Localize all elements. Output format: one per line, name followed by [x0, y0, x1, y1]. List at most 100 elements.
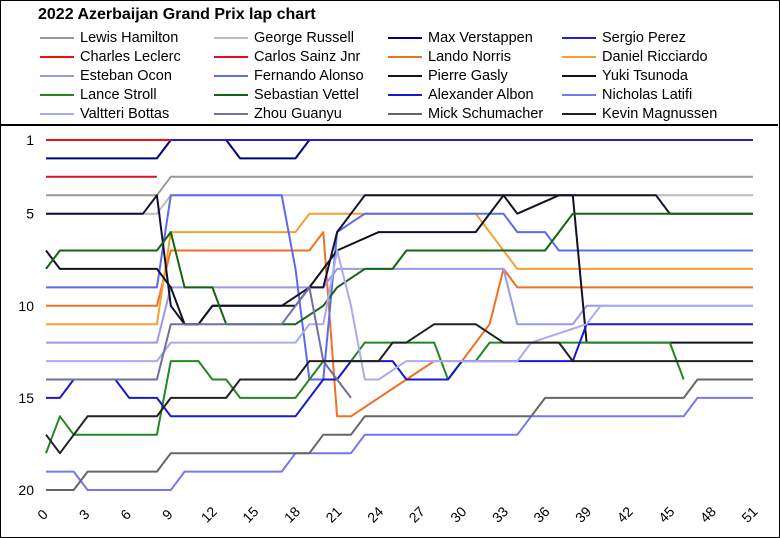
legend-item: Yuki Tsunoda	[562, 66, 688, 85]
legend-swatch	[214, 93, 248, 96]
legend-item: Esteban Ocon	[40, 66, 172, 85]
legend-label: Alexander Albon	[428, 86, 534, 103]
legend-item: Lando Norris	[388, 47, 511, 66]
legend-label: Nicholas Latifi	[602, 86, 693, 103]
series-line	[45, 323, 753, 455]
x-tick-label: 27	[406, 503, 428, 525]
legend-swatch	[388, 55, 422, 58]
x-tick-label: 12	[198, 503, 220, 525]
legend-swatch	[388, 93, 422, 96]
legend-label: Lando Norris	[428, 48, 512, 65]
legend-label: Max Verstappen	[428, 29, 533, 46]
legend-swatch	[214, 74, 248, 77]
legend-item: Pierre Gasly	[388, 66, 508, 85]
y-tick-label: 1	[26, 132, 34, 148]
x-tick-label: 48	[697, 503, 719, 525]
legend-item: Daniel Ricciardo	[562, 47, 708, 66]
legend-swatch	[388, 36, 422, 39]
series-line	[46, 267, 753, 344]
legend-label: Lewis Hamilton	[80, 29, 179, 46]
series-line	[46, 286, 352, 399]
legend-swatch	[40, 93, 74, 96]
legend-label: Yuki Tsunoda	[602, 67, 688, 84]
legend-swatch	[40, 74, 74, 77]
x-tick-label: 33	[489, 503, 511, 525]
x-tick-label: 24	[364, 503, 386, 525]
series-line	[46, 212, 753, 326]
series-line	[46, 396, 753, 491]
legend-item: Mick Schumacher	[388, 104, 543, 123]
series-line	[45, 194, 753, 344]
legend-label: Esteban Ocon	[80, 67, 172, 84]
legend-label: Sergio Perez	[602, 29, 686, 46]
legend-swatch	[562, 36, 596, 39]
legend-label: Lance Stroll	[80, 86, 157, 103]
legend-label: Pierre Gasly	[428, 67, 508, 84]
series-line	[45, 212, 753, 326]
legend-label: Carlos Sainz Jnr	[254, 48, 361, 65]
x-tick-label: 9	[159, 506, 176, 523]
legend-label: Fernando Alonso	[254, 67, 364, 84]
legend-swatch	[40, 112, 74, 115]
legend-separator	[0, 124, 778, 126]
legend-item: Valtteri Bottas	[40, 104, 169, 123]
series-line	[46, 194, 753, 215]
legend-label: Zhou Guanyu	[254, 105, 342, 122]
legend-swatch	[214, 112, 248, 115]
chart-title: 2022 Azerbaijan Grand Prix lap chart	[38, 6, 316, 23]
legend-swatch	[40, 36, 74, 39]
x-tick-label: 39	[572, 503, 594, 525]
legend-swatch	[214, 36, 248, 39]
x-tick-label: 36	[530, 503, 552, 525]
chart-legend: Lewis Hamilton George Russell Max Verstapp…	[40, 28, 760, 124]
series-line	[46, 139, 753, 160]
legend-label: Valtteri Bottas	[80, 105, 170, 122]
legend-item: Lance Stroll	[40, 85, 157, 104]
legend-label: Sebastian Vettel	[254, 86, 359, 103]
series-line	[46, 378, 753, 491]
x-tick-label: 51	[738, 503, 760, 525]
legend-item: Fernando Alonso	[214, 66, 364, 85]
legend-label: Daniel Ricciardo	[602, 48, 708, 65]
legend-item: Zhou Guanyu	[214, 104, 342, 123]
legend-swatch	[388, 112, 422, 115]
x-tick-label: 15	[239, 503, 261, 525]
series-line	[46, 323, 753, 418]
legend-label: George Russell	[254, 29, 354, 46]
legend-swatch	[214, 55, 248, 58]
y-tick-label: 15	[18, 390, 34, 406]
x-tick-label: 0	[34, 506, 51, 523]
x-tick-label: 21	[322, 503, 344, 525]
legend-item: Sergio Perez	[562, 28, 686, 47]
y-tick-label: 20	[18, 482, 34, 498]
series-line	[46, 175, 753, 197]
y-tick-label: 5	[26, 206, 34, 222]
legend-item: Alexander Albon	[388, 85, 534, 104]
legend-item: Max Verstappen	[388, 28, 533, 47]
legend-item: Lewis Hamilton	[40, 28, 178, 47]
x-tick-label: 3	[76, 506, 93, 523]
legend-item: Carlos Sainz Jnr	[214, 47, 360, 66]
legend-swatch	[388, 74, 422, 77]
series-line	[46, 194, 753, 381]
legend-item: Sebastian Vettel	[214, 85, 359, 104]
y-tick-label: 10	[18, 298, 34, 314]
legend-item: Charles Leclerc	[40, 47, 181, 66]
legend-swatch	[562, 74, 596, 77]
legend-swatch	[40, 55, 74, 58]
x-tick-label: 18	[281, 503, 303, 525]
series-line	[46, 249, 753, 381]
x-tick-label: 45	[655, 503, 677, 525]
legend-label: Kevin Magnussen	[602, 105, 718, 122]
x-tick-label: 42	[614, 503, 636, 525]
x-tick-label: 30	[447, 503, 469, 525]
legend-swatch	[562, 55, 596, 58]
legend-swatch	[562, 112, 596, 115]
legend-item: George Russell	[214, 28, 354, 47]
x-tick-label: 6	[117, 506, 134, 523]
legend-swatch	[562, 93, 596, 96]
legend-label: Charles Leclerc	[80, 48, 181, 65]
legend-item: Nicholas Latifi	[562, 85, 692, 104]
legend-label: Mick Schumacher	[428, 105, 544, 122]
